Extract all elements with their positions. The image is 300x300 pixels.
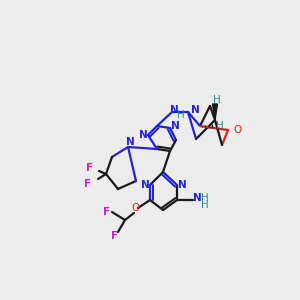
Text: N: N [139,130,147,140]
Text: H: H [177,110,185,120]
Text: H: H [201,193,209,203]
Text: N: N [169,105,178,115]
Text: H: H [216,121,224,131]
Text: O: O [131,203,139,213]
Text: F: F [111,231,118,241]
Polygon shape [212,104,217,120]
Text: N: N [126,137,134,147]
Text: O: O [233,125,241,135]
Text: N: N [191,105,200,115]
Text: N: N [193,193,201,203]
Text: F: F [84,179,92,189]
Text: H: H [213,95,221,105]
Text: F: F [86,163,94,173]
Text: N: N [141,180,149,190]
Text: H: H [201,200,209,210]
Text: N: N [171,121,179,131]
Text: N: N [178,180,186,190]
Text: F: F [103,207,111,217]
